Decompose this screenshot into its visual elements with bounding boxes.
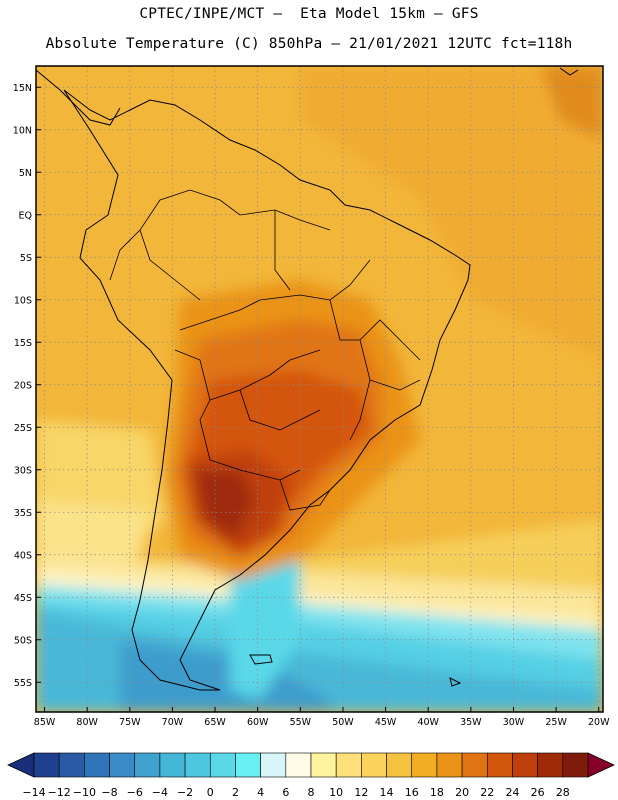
- colorbar-swatch: [386, 752, 413, 778]
- falklands-outline: [249, 654, 273, 665]
- country-borders: [109, 189, 421, 511]
- island-outline: [559, 67, 579, 76]
- colorbar-label: 24: [505, 786, 519, 799]
- lon-label: 60W: [247, 717, 269, 728]
- colorbar-label: 14: [380, 786, 394, 799]
- colorbar-swatch: [184, 752, 211, 778]
- colorbar-label: 8: [308, 786, 315, 799]
- lon-label: 80W: [76, 717, 98, 728]
- colorbar-label: 28: [556, 786, 570, 799]
- colorbar-over-arrow: [587, 752, 615, 778]
- lon-label: 70W: [162, 717, 184, 728]
- lon-label: 65W: [204, 717, 226, 728]
- colorbar: −14 −12 −10 −8 −6 −4 −2 0 2 4 6 8 10 12 14 16 18 20 22 24 26…: [7, 752, 615, 799]
- colorbar-swatch: [235, 752, 261, 778]
- south-georgia-outline: [449, 677, 462, 687]
- lat-label: 35S: [14, 508, 32, 519]
- colorbar-label: 6: [282, 786, 289, 799]
- colorbar-swatch: [486, 752, 513, 778]
- colorbar-label: 16: [405, 786, 419, 799]
- lat-label: EQ: [19, 210, 32, 221]
- colorbar-label: −12: [48, 786, 71, 799]
- lat-label: 30S: [14, 465, 32, 476]
- colorbar-label: −2: [177, 786, 193, 799]
- colorbar-label: 2: [232, 786, 239, 799]
- lat-label: 10N: [13, 125, 32, 136]
- latitude-labels: 15N 10N 5N EQ 5S 10S 15S 20S 25S 30S 35S 40S 45S 50S 5…: [13, 83, 41, 689]
- colorbar-swatch: [436, 752, 463, 778]
- colorbar-label: 12: [354, 786, 368, 799]
- colorbar-label: 4: [257, 786, 264, 799]
- colorbar-swatch: [209, 752, 236, 778]
- lat-label: 15S: [14, 338, 32, 349]
- lon-label: 45W: [375, 717, 397, 728]
- lat-label: 55S: [14, 678, 32, 689]
- lat-label: 25S: [14, 423, 32, 434]
- lat-label: 45S: [14, 593, 32, 604]
- colorbar-swatch: [411, 752, 438, 778]
- colorbar-swatch: [512, 752, 538, 778]
- colorbar-label: 10: [329, 786, 343, 799]
- lat-label: 50S: [14, 635, 32, 646]
- south-america-outline: [63, 89, 471, 691]
- lat-label: 40S: [14, 550, 32, 561]
- colorbar-swatch: [134, 752, 161, 778]
- colorbar-swatch: [84, 752, 110, 778]
- colorbar-swatch: [461, 752, 488, 778]
- lat-label: 5N: [19, 168, 32, 179]
- field-bands: [36, 66, 603, 712]
- colorbar-label: −14: [22, 786, 45, 799]
- colorbar-label: 0: [207, 786, 214, 799]
- lon-label: 20W: [588, 717, 610, 728]
- chart-title-line-2: Absolute Temperature (C) 850hPa – 21/01/…: [45, 36, 573, 52]
- lon-label: 85W: [34, 717, 56, 728]
- lon-label: 50W: [332, 717, 354, 728]
- colorbar-swatch: [260, 752, 287, 778]
- colorbar-swatch: [109, 752, 136, 778]
- longitude-labels: 85W 80W 75W 70W 65W 60W 55W 50W 45W 40W 35W 30W 25W 2…: [34, 707, 610, 728]
- colorbar-label: −8: [101, 786, 117, 799]
- colorbar-under-arrow: [7, 752, 35, 778]
- coastlines: [36, 67, 579, 691]
- lon-label: 40W: [417, 717, 439, 728]
- colorbar-label: −10: [73, 786, 96, 799]
- colorbar-label: 26: [531, 786, 545, 799]
- lon-label: 35W: [460, 717, 482, 728]
- colorbar-swatch: [562, 752, 589, 778]
- central-america-outline: [36, 69, 121, 126]
- colorbar-swatch: [335, 752, 362, 778]
- colorbar-swatch: [58, 752, 85, 778]
- colorbar-label: 22: [480, 786, 494, 799]
- colorbar-swatch: [310, 752, 337, 778]
- lat-label: 5S: [20, 253, 32, 264]
- colorbar-swatch: [361, 752, 387, 778]
- lon-label: 75W: [119, 717, 141, 728]
- lat-label: 10S: [14, 295, 32, 306]
- lon-label: 30W: [503, 717, 525, 728]
- temperature-field: [36, 66, 603, 712]
- lon-label: 25W: [545, 717, 567, 728]
- lat-lon-grid: [36, 66, 603, 712]
- colorbar-swatch: [159, 752, 186, 778]
- colorbar-label: −6: [127, 786, 143, 799]
- colorbar-swatch: [33, 752, 60, 778]
- lat-label: 20S: [14, 380, 32, 391]
- chart-title-line-1: CPTEC/INPE/MCT – Eta Model 15km – GFS: [139, 6, 479, 22]
- colorbar-label: 20: [455, 786, 469, 799]
- colorbar-label: −4: [152, 786, 168, 799]
- map-frame: [35, 65, 604, 713]
- lat-label: 15N: [13, 83, 32, 94]
- colorbar-swatch: [285, 752, 312, 778]
- colorbar-swatch: [537, 752, 564, 778]
- lon-label: 55W: [290, 717, 312, 728]
- colorbar-label: 18: [430, 786, 444, 799]
